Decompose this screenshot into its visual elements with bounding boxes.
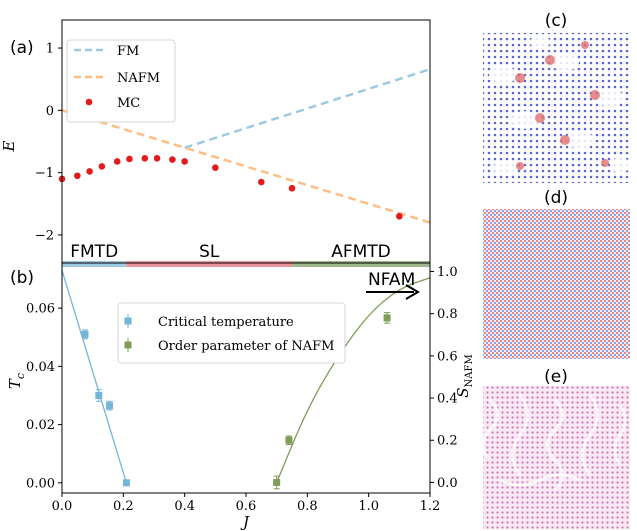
x-tick-label: 1.2 — [420, 499, 441, 514]
series-line-nafm — [61, 109, 431, 224]
legend-label-nafm: NAFM — [117, 71, 160, 86]
mc-point — [396, 212, 403, 220]
panel-a-ylabel: E — [0, 140, 18, 152]
panel-a-label: (a) — [10, 38, 34, 58]
mc-point — [212, 164, 219, 171]
y2-tick-label: 0.2 — [437, 434, 458, 449]
region-labels: FMTD SL AFMTD — [70, 242, 391, 262]
y2-tick-label: 0.0 — [437, 476, 458, 491]
data-point-order-parameter — [285, 436, 293, 444]
mc-point — [169, 156, 176, 163]
legend-swatch-order-parameter — [124, 338, 132, 352]
region-bar-fmtd — [62, 261, 127, 267]
legend-label-order-parameter: Order parameter of NAFM — [158, 339, 334, 354]
panel-a-y-ticks: 1 0 −1 −2 — [35, 42, 62, 243]
y-tick-label: 0 — [46, 104, 54, 119]
panel-b-y-ticks: 0.00 0.02 0.04 0.06 — [26, 302, 62, 491]
legend-swatch-critical-temperature — [124, 314, 132, 328]
panel-b-frame — [61, 262, 431, 494]
x-tick-label: 0.6 — [236, 499, 257, 514]
panel-a: (a) 1 0 −1 −2 E FM NAFM MC — [0, 19, 431, 267]
y-tick-label: 0.06 — [26, 302, 55, 317]
panel-a-plot-area — [58, 68, 431, 267]
y-tick-label: −2 — [35, 228, 54, 243]
y-tick-label: −1 — [35, 166, 54, 181]
mc-point — [126, 155, 133, 163]
mc-point — [181, 158, 188, 165]
region-bar-afmtd — [292, 261, 430, 267]
mc-point — [98, 163, 106, 170]
y2-tick-label: 0.6 — [437, 349, 458, 364]
data-point-critical-temperature — [81, 330, 89, 338]
panel-d-image — [483, 209, 630, 359]
data-point-critical-temperature — [106, 402, 114, 410]
panel-b-y2-ticks: 0.0 0.2 0.4 0.6 0.8 1.0 — [430, 265, 458, 491]
panel-b-ylabel: Tc — [6, 373, 27, 389]
y-tick-label: 0.02 — [26, 418, 55, 433]
region-label-fmtd: FMTD — [70, 242, 118, 262]
y-tick-label: 0.04 — [26, 360, 55, 375]
nfam-label: NFAM — [368, 270, 415, 290]
nfam-annotation: NFAM — [366, 270, 420, 300]
series-line-fm — [184, 68, 431, 149]
x-tick-label: 0.8 — [297, 499, 318, 514]
x-tick-label: 0.4 — [174, 499, 195, 514]
fit-curve-order-parameter — [276, 277, 431, 483]
mc-point — [74, 172, 81, 180]
y-tick-label: 1 — [46, 42, 54, 57]
panel-b-legend: Critical temperature Order parameter of … — [117, 302, 346, 364]
mc-point — [288, 184, 296, 192]
mc-point — [153, 155, 161, 162]
panel-e: (e) — [481, 367, 630, 529]
region-label-sl: SL — [199, 242, 220, 262]
y2-tick-label: 1.0 — [437, 265, 458, 280]
panel-e-image — [481, 386, 630, 529]
x-tick-label: 1.0 — [358, 499, 379, 514]
region-label-afmtd: AFMTD — [331, 242, 391, 262]
mc-point — [113, 158, 121, 165]
panel-b-xlabel: J — [240, 513, 250, 531]
data-point-order-parameter — [383, 314, 391, 322]
data-point-critical-temperature — [95, 391, 103, 399]
mc-point — [86, 168, 93, 175]
legend-label-critical-temperature: Critical temperature — [158, 315, 294, 330]
data-point-order-parameter — [273, 478, 281, 486]
panel-c: (c) — [483, 11, 630, 183]
panel-d-label: (d) — [544, 188, 568, 208]
y2-tick-label: 0.8 — [437, 307, 458, 322]
x-tick-label: 0.0 — [52, 499, 73, 514]
panel-a-legend: FM NAFM MC — [66, 39, 176, 123]
mc-point — [141, 155, 149, 162]
legend-box-b — [117, 302, 346, 364]
panel-b-x-ticks: 0.0 0.2 0.4 0.6 0.8 1.0 1.2 — [52, 493, 441, 514]
region-bar-sl — [126, 261, 293, 267]
y-tick-label: 0.00 — [26, 476, 55, 491]
data-point-critical-temperature — [122, 479, 130, 487]
panel-d: (d) — [483, 188, 630, 359]
panel-b-plot-area — [61, 270, 431, 490]
panel-c-label: (c) — [545, 11, 568, 31]
legend-box — [66, 39, 176, 123]
y2-tick-label: 0.4 — [437, 392, 458, 407]
legend-label-mc: MC — [117, 96, 140, 111]
x-tick-label: 0.2 — [113, 499, 134, 514]
panel-b: (b) 0.0 0.2 0.4 0.6 0.8 1.0 1.2 0.000.020.040.… — [6, 262, 475, 531]
mc-point — [258, 178, 265, 186]
panel-e-label: (e) — [544, 367, 568, 387]
panel-c-image — [483, 33, 630, 183]
legend-swatch-mc — [85, 98, 93, 106]
fit-curve-critical-temperature — [61, 270, 128, 483]
nfam-arrow-head — [405, 284, 420, 300]
panel-b-label: (b) — [10, 268, 34, 288]
legend-label-fm: FM — [117, 44, 139, 59]
